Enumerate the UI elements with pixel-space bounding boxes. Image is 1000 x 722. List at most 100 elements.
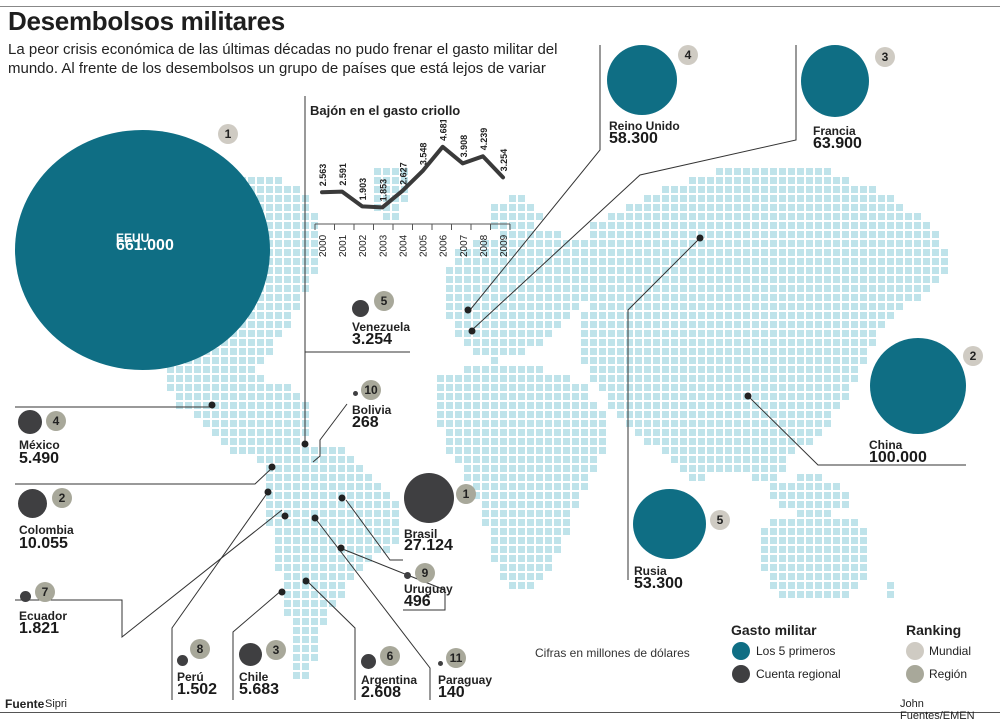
map-dot [563,303,570,310]
map-dot [509,483,516,490]
map-dot [698,429,705,436]
map-dot [482,465,489,472]
bubble-chile [239,643,262,666]
map-dot [797,438,804,445]
map-dot [581,312,588,319]
map-dot [833,204,840,211]
map-dot [239,429,246,436]
country-name-francia: Francia [813,124,856,138]
map-dot [194,384,201,391]
map-dot [752,294,759,301]
map-dot [500,303,507,310]
map-dot [743,303,750,310]
map-dot [446,402,453,409]
map-dot [779,456,786,463]
map-dot [302,510,309,517]
map-dot [311,528,318,535]
map-dot [599,240,606,247]
map-dot [878,267,885,274]
map-dot [635,384,642,391]
map-dot [509,249,516,256]
map-dot [590,294,597,301]
map-dot [653,258,660,265]
legend-swatch-region [906,665,924,683]
map-dot [536,420,543,427]
map-dot [248,366,255,373]
map-dot [680,213,687,220]
map-dot [788,339,795,346]
map-dot [275,204,282,211]
map-dot [365,510,372,517]
map-dot [311,573,318,580]
map-dot [815,339,822,346]
map-dot [248,438,255,445]
map-dot [563,483,570,490]
map-dot [518,267,525,274]
map-dot [518,222,525,229]
map-dot [770,330,777,337]
map-dot [752,222,759,229]
map-dot [311,627,318,634]
map-dot [716,330,723,337]
map-dot [599,447,606,454]
map-dot [671,366,678,373]
map-dot [851,303,858,310]
map-dot [770,168,777,175]
map-dot [572,276,579,283]
map-dot [284,303,291,310]
map-dot [761,429,768,436]
country-value-peru: 1.502 [177,681,218,698]
marker-francia [468,327,476,335]
map-dot [716,348,723,355]
map-dot [320,492,327,499]
map-dot [464,474,471,481]
map-dot [617,222,624,229]
map-dot [617,330,624,337]
map-dot [734,231,741,238]
map-dot [500,285,507,292]
map-dot [806,510,813,517]
map-dot [527,555,534,562]
map-dot [536,474,543,481]
chart-x-tick-label: 2008 [479,234,490,257]
map-dot [239,420,246,427]
map-dot [509,501,516,508]
map-dot [761,168,768,175]
map-dot [203,402,210,409]
map-dot [860,303,867,310]
map-dot [770,258,777,265]
map-dot [905,267,912,274]
map-dot [779,411,786,418]
map-dot [680,357,687,364]
map-dot [878,222,885,229]
map-dot [509,555,516,562]
map-dot [284,456,291,463]
map-dot [662,402,669,409]
map-dot [590,321,597,328]
map-dot [518,555,525,562]
map-dot [806,213,813,220]
map-dot [788,177,795,184]
map-dot [842,222,849,229]
map-dot [275,429,282,436]
map-dot [383,519,390,526]
map-dot [293,276,300,283]
map-dot [518,483,525,490]
map-dot [923,231,930,238]
map-dot [536,564,543,571]
map-dot [635,375,642,382]
map-dot [293,222,300,229]
map-dot [302,672,309,679]
map-dot [518,519,525,526]
map-dot [743,438,750,445]
map-dot [635,285,642,292]
map-dot [779,438,786,445]
map-dot [455,438,462,445]
map-dot [275,258,282,265]
map-dot [266,186,273,193]
map-dot [743,330,750,337]
map-dot [275,447,282,454]
map-dot [797,573,804,580]
map-dot [185,384,192,391]
map-dot [527,330,534,337]
